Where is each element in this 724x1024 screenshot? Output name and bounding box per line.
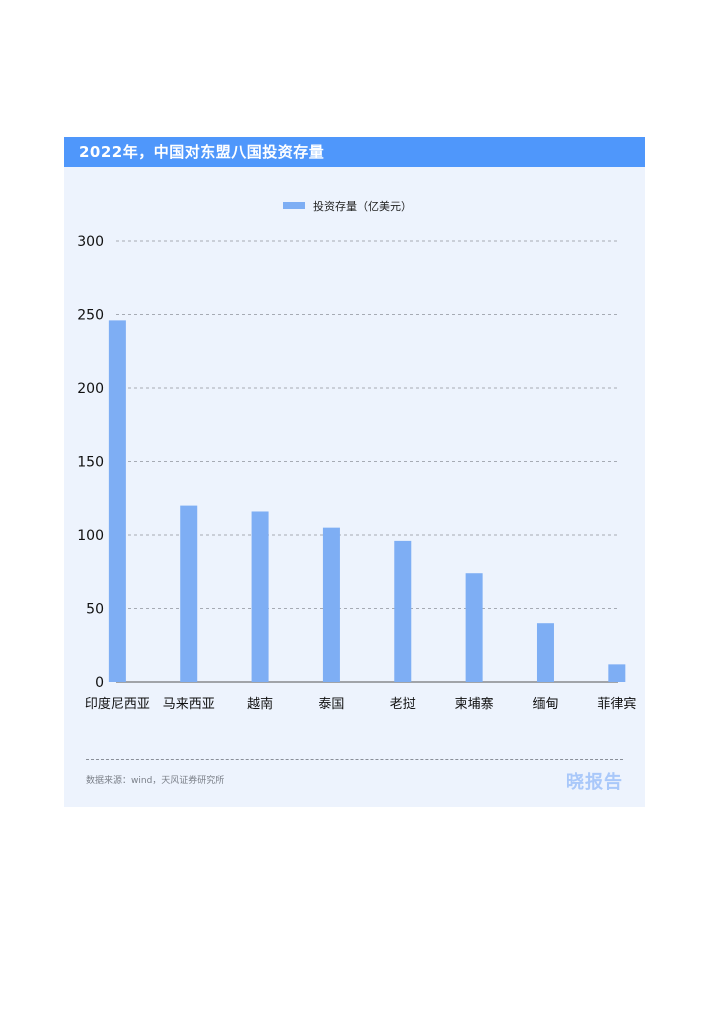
- bar: [322, 527, 340, 682]
- x-axis-ticks: 印度尼西亚 马来西亚 越南 泰国 老挝 柬埔寨 缅甸 菲律宾: [85, 696, 636, 712]
- brand-logo: 晓报告: [566, 772, 623, 793]
- x-tick-label: 菲律宾: [597, 696, 636, 712]
- bar: [108, 320, 126, 682]
- y-tick-label: 250: [77, 308, 104, 324]
- x-tick-label: 柬埔寨: [455, 696, 494, 712]
- y-tick-label: 200: [77, 381, 104, 397]
- bar: [465, 573, 483, 682]
- chart-card: 2022年，中国对东盟八国投资存量 投资存量（亿美元） 0 50 100 150 200…: [64, 137, 645, 807]
- bar: [536, 623, 554, 682]
- x-tick-label: 缅甸: [532, 697, 558, 712]
- bar: [180, 505, 198, 682]
- y-tick-label: 0: [95, 675, 104, 691]
- x-tick-label: 泰国: [318, 697, 344, 712]
- footer-divider: [86, 759, 623, 760]
- y-tick-label: 50: [86, 602, 104, 618]
- y-tick-label: 100: [77, 528, 104, 544]
- x-tick-label: 老挝: [390, 697, 416, 712]
- gridlines: [116, 240, 618, 683]
- x-tick-label: 马来西亚: [163, 697, 215, 712]
- y-axis-ticks: 0 50 100 150 200 250 300: [77, 234, 104, 691]
- bar: [251, 511, 269, 682]
- chart-title: 2022年，中国对东盟八国投资存量: [64, 137, 645, 167]
- y-tick-label: 150: [77, 455, 104, 471]
- x-tick-label: 印度尼西亚: [85, 696, 150, 712]
- bar: [394, 540, 412, 682]
- legend-swatch: [283, 202, 305, 209]
- x-tick-label: 越南: [247, 696, 273, 712]
- legend: 投资存量（亿美元）: [283, 199, 412, 213]
- bar-chart: 投资存量（亿美元） 0 50 100 150 200 250 300 印度尼西亚 马来西亚 越南…: [77, 199, 636, 712]
- bar: [608, 664, 626, 682]
- source-note: 数据来源：wind，天风证券研究所: [86, 776, 225, 786]
- bars: [108, 320, 626, 682]
- y-tick-label: 300: [77, 234, 104, 250]
- legend-label: 投资存量（亿美元）: [313, 199, 412, 213]
